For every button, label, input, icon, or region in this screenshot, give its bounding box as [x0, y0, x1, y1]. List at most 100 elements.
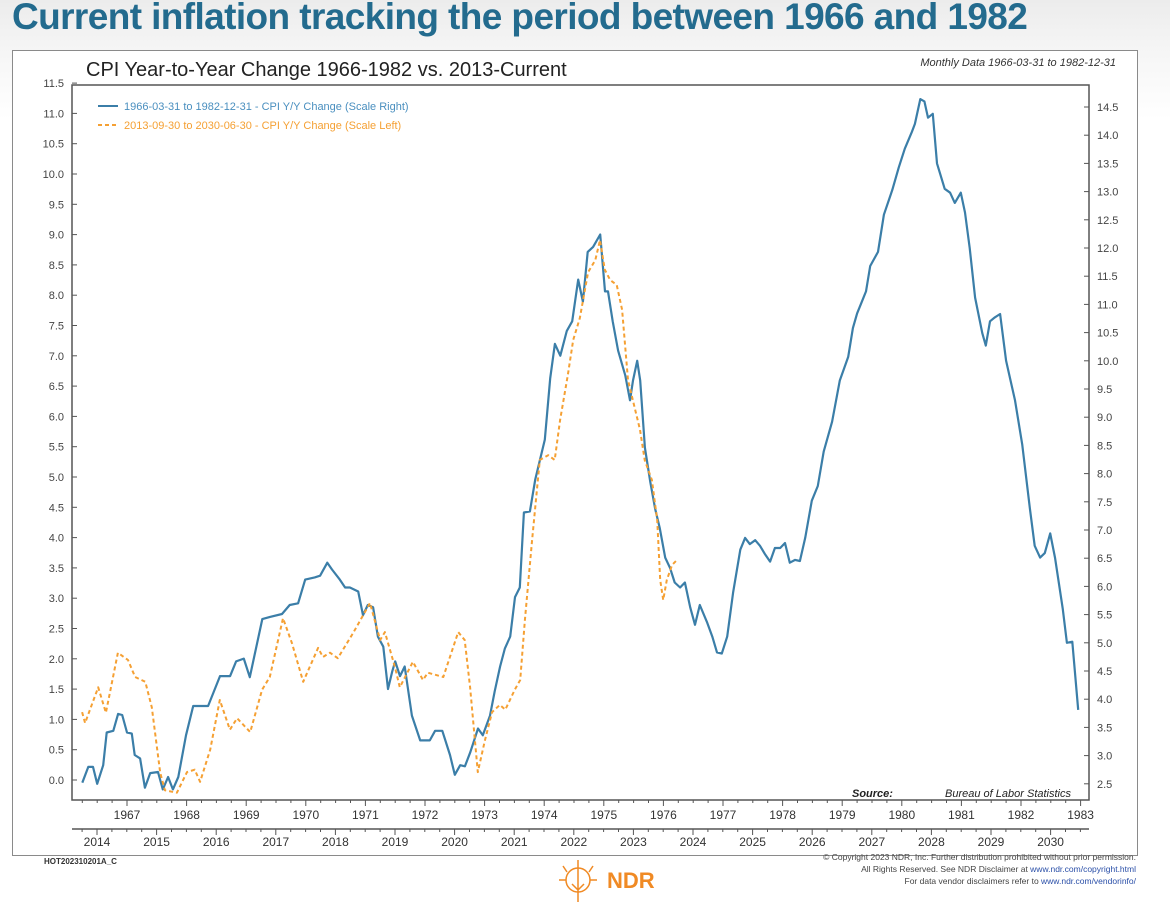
right-axis-tick-label: 8.0: [1097, 469, 1112, 481]
ndr-logo-text: NDR: [607, 868, 655, 893]
year-label-1966-series: 1977: [710, 808, 737, 822]
left-axis-tick-label: 6.5: [49, 381, 64, 393]
year-label-1966-series: 1978: [769, 808, 796, 822]
year-label-2013-series: 2028: [918, 835, 945, 849]
year-label-2013-series: 2015: [143, 835, 170, 849]
right-axis-tick-label: 14.5: [1097, 102, 1118, 114]
year-label-1966-series: 1976: [650, 808, 677, 822]
year-label-1966-series: 1979: [829, 808, 856, 822]
lion-logo-icon: [559, 860, 597, 902]
year-label-2013-series: 2021: [501, 835, 528, 849]
left-axis-tick-label: 5.5: [49, 442, 64, 454]
right-axis-tick-label: 12.5: [1097, 215, 1118, 227]
year-label-2013-series: 2025: [739, 835, 766, 849]
right-axis-tick-label: 11.5: [1097, 271, 1118, 283]
left-axis-tick-label: 3.0: [49, 593, 64, 605]
vendor-info-link[interactable]: www.ndr.com/vendorinfo/: [1041, 876, 1136, 886]
right-axis-tick-label: 11.0: [1097, 299, 1118, 311]
year-label-1966-series: 1970: [292, 808, 319, 822]
left-axis-tick-label: 9.5: [49, 199, 64, 211]
year-label-1966-series: 1972: [412, 808, 439, 822]
left-axis-tick-label: 3.5: [49, 563, 64, 575]
right-axis-tick-label: 10.5: [1097, 328, 1118, 340]
right-axis-tick-label: 9.5: [1097, 384, 1112, 396]
copyright-line-2: All Rights Reserved. See NDR Disclaimer …: [861, 864, 1031, 874]
right-axis-tick-label: 2.5: [1097, 779, 1112, 791]
chart-subtitle: Monthly Data 1966-03-31 to 1982-12-31: [920, 57, 1116, 69]
left-axis-tick-label: 8.5: [49, 260, 64, 272]
year-label-2013-series: 2017: [262, 835, 289, 849]
left-axis-tick-label: 1.5: [49, 684, 64, 696]
year-label-2013-series: 2030: [1037, 835, 1064, 849]
series-lines: [81, 98, 1080, 794]
year-label-2013-series: 2023: [620, 835, 647, 849]
year-label-1966-series: 1975: [590, 808, 617, 822]
right-axis-tick-label: 4.5: [1097, 666, 1112, 678]
year-label-2013-series: 2029: [978, 835, 1005, 849]
right-axis-tick-label: 8.5: [1097, 440, 1112, 452]
left-axis-tick-label: 0.0: [49, 775, 64, 787]
right-axis-tick-label: 6.5: [1097, 553, 1112, 565]
year-label-2013-series: 2022: [560, 835, 587, 849]
year-label-1966-series: 1969: [233, 808, 260, 822]
left-axis-tick-label: 1.0: [49, 714, 64, 726]
copyright-line-3: For data vendor disclaimers refer to: [904, 876, 1042, 886]
left-axis-tick-label: 10.0: [43, 169, 64, 181]
right-axis-tick-label: 7.0: [1097, 525, 1112, 537]
chart-frame: [12, 50, 1138, 856]
year-label-1966-series: 1967: [114, 808, 141, 822]
series-line-2013-2030: [81, 239, 678, 794]
year-label-2013-series: 2016: [203, 835, 230, 849]
plot-area: [71, 84, 1090, 801]
copyright-notice: © Copyright 2023 NDR, Inc. Further distr…: [823, 851, 1136, 887]
left-axis-tick-label: 10.5: [43, 139, 64, 151]
left-axis-tick-label: 2.5: [49, 624, 64, 636]
ndr-logo: NDR: [555, 858, 655, 904]
right-axis-tick-label: 12.0: [1097, 243, 1118, 255]
left-axis-tick-label: 7.5: [49, 321, 64, 333]
year-label-1966-series: 1982: [1008, 808, 1035, 822]
year-label-1966-series: 1981: [948, 808, 975, 822]
axis-ticks: 0.0 0.5 1.0 1.5 2.0 2.5 3.0 3.5 4.0 4.5 5.0 5.5 6.0 6…: [43, 78, 1119, 849]
year-label-1966-series: 1974: [531, 808, 558, 822]
year-label-1966-series: 1973: [471, 808, 498, 822]
right-axis-tick-label: 5.0: [1097, 638, 1112, 650]
right-axis-tick-label: 13.0: [1097, 187, 1118, 199]
year-label-2013-series: 2019: [382, 835, 409, 849]
right-axis-tick-label: 7.5: [1097, 497, 1112, 509]
left-axis-tick-label: 6.0: [49, 411, 64, 423]
year-label-2013-series: 2026: [799, 835, 826, 849]
right-axis-tick-label: 3.5: [1097, 722, 1112, 734]
legend: 1966-03-31 to 1982-12-31 - CPI Y/Y Chang…: [98, 101, 409, 132]
year-label-2013-series: 2020: [441, 835, 468, 849]
left-axis-tick-label: 4.0: [49, 533, 64, 545]
chart-code: HOT202310201A_C: [44, 857, 117, 866]
year-label-2013-series: 2027: [858, 835, 885, 849]
source-label: Source:: [852, 788, 893, 800]
left-axis-tick-label: 8.0: [49, 290, 64, 302]
year-label-2013-series: 2024: [680, 835, 707, 849]
left-axis-tick-label: 4.5: [49, 502, 64, 514]
right-axis-tick-label: 9.0: [1097, 412, 1112, 424]
right-axis-tick-label: 4.0: [1097, 694, 1112, 706]
left-axis-tick-label: 5.0: [49, 472, 64, 484]
page-title: Current inflation tracking the period be…: [12, 0, 1028, 37]
legend-label-1966: 1966-03-31 to 1982-12-31 - CPI Y/Y Chang…: [124, 101, 409, 113]
year-label-2013-series: 2018: [322, 835, 349, 849]
right-axis-tick-label: 6.0: [1097, 581, 1112, 593]
right-axis-tick-label: 5.5: [1097, 610, 1112, 622]
right-axis-tick-label: 3.0: [1097, 751, 1112, 763]
right-axis-tick-label: 14.0: [1097, 130, 1118, 142]
year-label-1966-series: 1968: [173, 808, 200, 822]
year-label-1966-series: 1980: [888, 808, 915, 822]
left-axis-tick-label: 7.0: [49, 351, 64, 363]
series-line-1966-1982: [81, 98, 1080, 791]
copyright-link[interactable]: www.ndr.com/copyright.html: [1030, 864, 1136, 874]
left-axis-tick-label: 9.0: [49, 230, 64, 242]
copyright-line-1: © Copyright 2023 NDR, Inc. Further distr…: [823, 852, 1136, 862]
left-axis-tick-label: 11.5: [43, 78, 64, 90]
left-axis-tick-label: 2.0: [49, 654, 64, 666]
year-label-1966-series: 1971: [352, 808, 379, 822]
legend-label-2013: 2013-09-30 to 2030-06-30 - CPI Y/Y Chang…: [124, 120, 401, 132]
